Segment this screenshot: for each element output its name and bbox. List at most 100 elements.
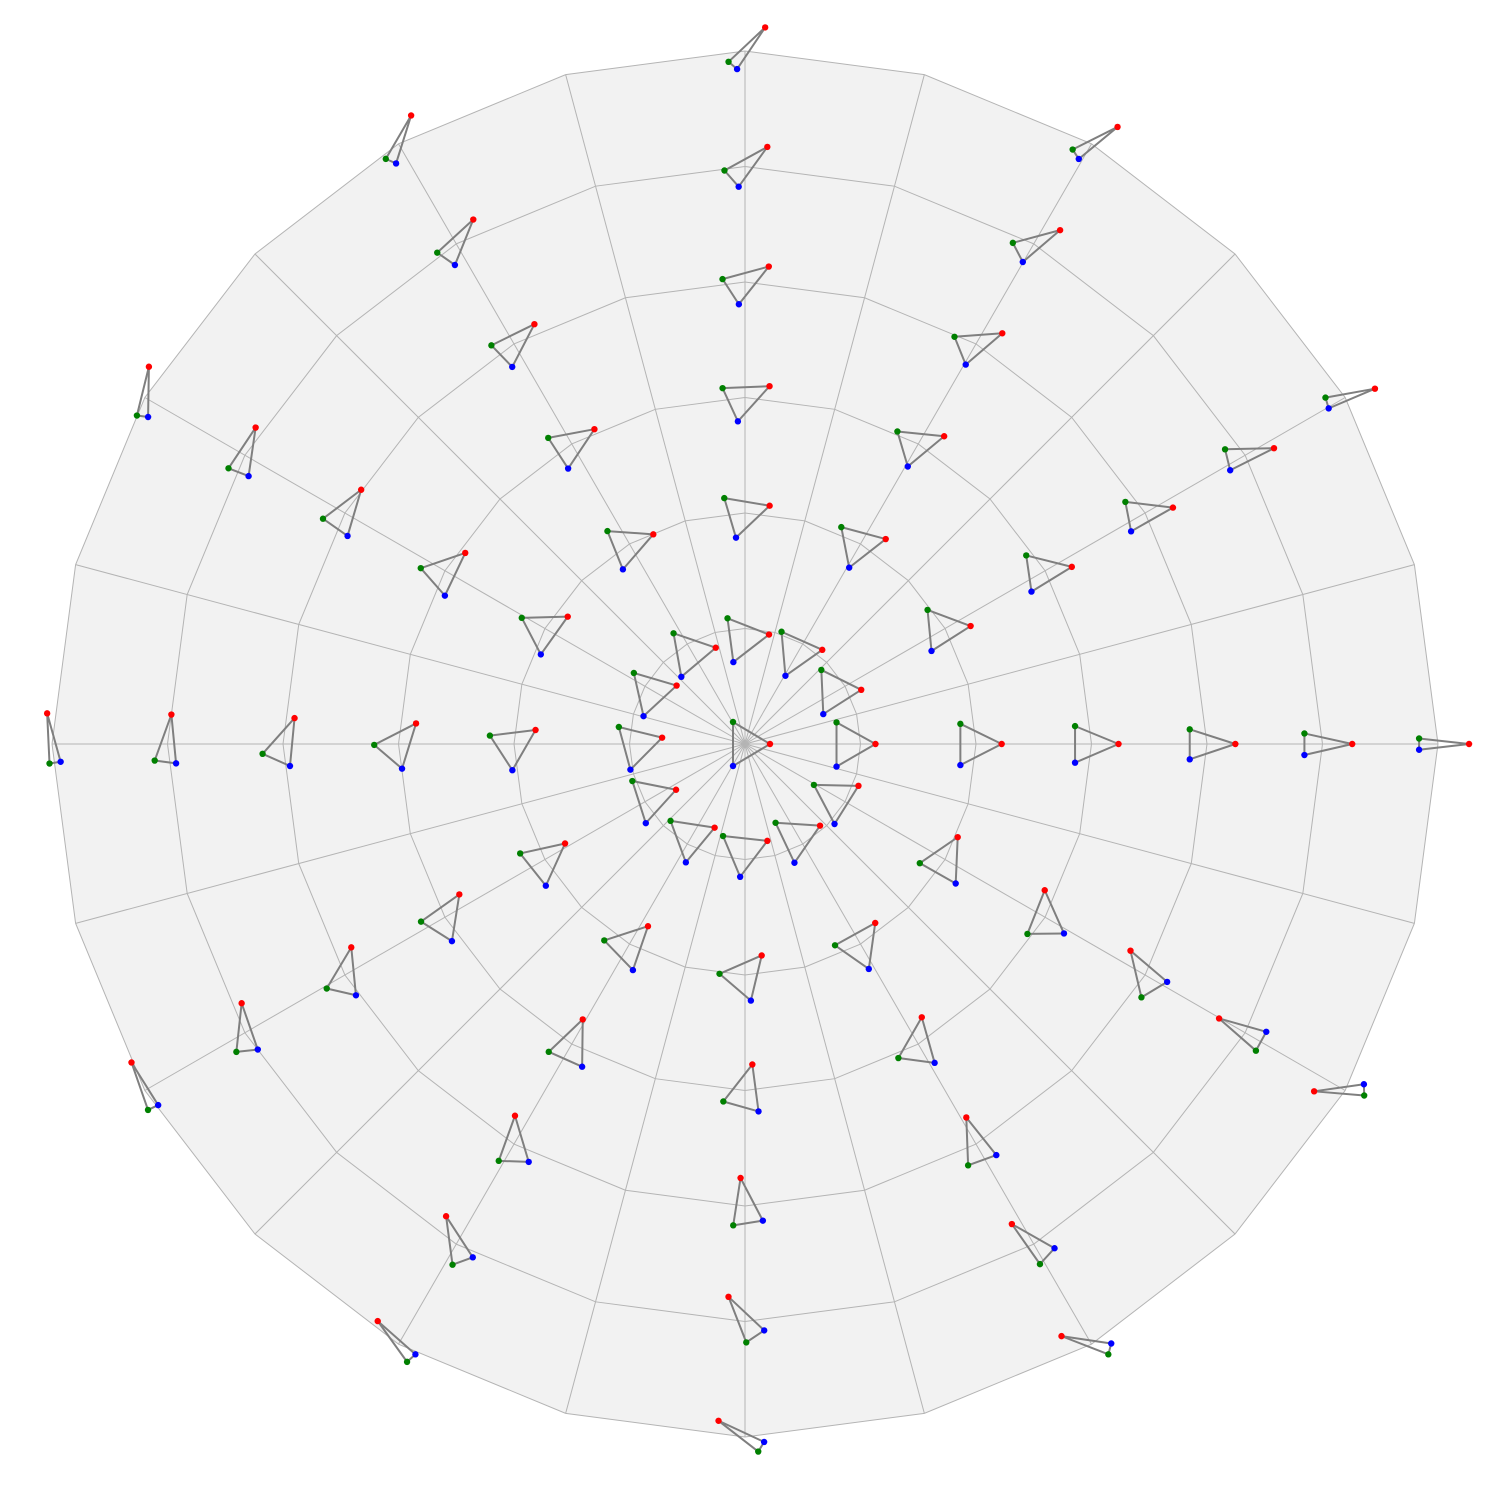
vertex-c-dot	[57, 758, 64, 765]
vertex-b-dot	[319, 515, 327, 522]
glyph-edge	[1074, 743, 1120, 764]
vertex-c-dot	[761, 1327, 768, 1334]
glyph-edge	[401, 722, 418, 770]
glyph-edge	[321, 517, 349, 537]
vertex-b-dot	[818, 666, 825, 674]
vertex-a-dot	[918, 1014, 925, 1021]
glyph-edge	[621, 533, 655, 571]
vertex-a-dot	[658, 734, 666, 741]
vertex-b-dot	[417, 564, 424, 572]
vertex-c-dot	[1163, 978, 1171, 986]
vertex-a-dot	[442, 1213, 450, 1220]
vertex-c-dot	[1186, 756, 1193, 763]
vertex-b-dot	[831, 942, 839, 949]
triangle-glyph	[894, 428, 948, 470]
triangle-glyph	[838, 523, 889, 571]
glyph-edge	[488, 729, 537, 737]
vertex-a-dot	[1215, 1015, 1223, 1022]
triangle-glyph	[151, 711, 180, 767]
grid-spoke	[744, 397, 1346, 745]
glyph-edge	[1129, 949, 1169, 983]
triangle-glyph	[720, 1061, 762, 1115]
vertex-a-dot	[967, 622, 974, 630]
glyph-edge	[227, 426, 257, 470]
vertex-c-dot	[782, 672, 789, 679]
triangle-glyph	[772, 819, 824, 866]
glyph-edge	[153, 759, 178, 765]
vertex-a-dot	[644, 923, 652, 930]
vertex-b-dot	[151, 757, 158, 764]
vertex-a-dot	[412, 720, 420, 727]
glyph-edge	[547, 1018, 584, 1053]
glyph-edge	[920, 1016, 936, 1064]
glyph-edge	[1074, 725, 1120, 745]
vertex-b-dot	[1138, 994, 1145, 1001]
glyph-edge	[959, 743, 1003, 767]
glyph-edge	[490, 344, 514, 368]
glyph-edge	[953, 332, 1004, 338]
glyph-edge	[1313, 1083, 1365, 1093]
vertex-c-dot	[509, 363, 516, 371]
glyph-edge	[519, 852, 547, 887]
triangle-glyph	[259, 714, 298, 770]
triangle-glyph	[417, 891, 463, 945]
glyph-edge	[726, 617, 735, 664]
vertex-c-dot	[352, 992, 360, 999]
grid-spoke	[75, 564, 746, 745]
vertex-a-dot	[758, 952, 765, 959]
triangle-glyph	[963, 1114, 1000, 1169]
glyph-edge	[749, 954, 763, 1002]
glyph-edge	[1077, 125, 1119, 160]
vertex-c-dot	[642, 819, 649, 827]
glyph-edge	[1327, 387, 1376, 410]
vertex-a-dot	[561, 840, 569, 847]
glyph-edge	[1060, 1335, 1113, 1345]
glyph-edge	[547, 436, 570, 470]
glyph-edge	[147, 365, 150, 418]
glyph-edge	[1218, 1017, 1257, 1052]
glyph-edge	[629, 736, 664, 771]
glyph-edge	[739, 1176, 764, 1222]
vertex-b-dot	[516, 850, 524, 857]
glyph-edge	[1313, 1090, 1366, 1097]
glyph-edge	[497, 1114, 516, 1162]
triangle-glyph	[1008, 1220, 1058, 1268]
glyph-edge	[46, 712, 62, 763]
glyph-edge	[672, 632, 683, 678]
glyph-edge	[918, 862, 957, 885]
triangle-glyph	[374, 1317, 419, 1366]
vertex-c-dot	[629, 966, 637, 974]
glyph-edge	[721, 278, 740, 306]
glyph-edge	[774, 821, 822, 827]
vertex-b-dot	[743, 1339, 750, 1346]
vertex-b-dot	[1360, 1092, 1368, 1099]
vertex-a-dot	[470, 216, 477, 223]
glyph-edge	[603, 939, 634, 972]
triangle-glyph	[1023, 552, 1076, 595]
triangle-glyph	[895, 1014, 938, 1067]
vertex-b-dot	[133, 412, 141, 419]
vertex-c-dot	[1051, 1245, 1058, 1252]
vertex-c-dot	[1108, 1340, 1115, 1347]
glyph-edge	[632, 672, 678, 687]
glyph-edge	[520, 616, 542, 656]
vertex-a-dot	[673, 682, 680, 689]
glyph-edge	[732, 1176, 742, 1227]
glyph-edge	[834, 922, 877, 947]
vertex-a-dot	[252, 424, 259, 431]
glyph-edge	[717, 1419, 766, 1443]
triangle-glyph	[670, 630, 719, 681]
vertex-a-dot	[1371, 385, 1379, 392]
vertex-b-dot	[729, 718, 737, 726]
glyph-edge	[926, 608, 972, 628]
vertex-b-dot	[486, 732, 494, 739]
grid-spoke	[744, 743, 1092, 1345]
vertex-a-dot	[1465, 740, 1473, 748]
triangle-glyph	[545, 1016, 586, 1070]
vertex-a-dot	[711, 824, 718, 831]
grid-spoke	[254, 743, 746, 1235]
vertex-c-dot	[952, 880, 959, 887]
vertex-a-dot	[407, 112, 415, 119]
grid-spoke	[744, 74, 925, 745]
vertex-b-dot	[1322, 394, 1329, 401]
